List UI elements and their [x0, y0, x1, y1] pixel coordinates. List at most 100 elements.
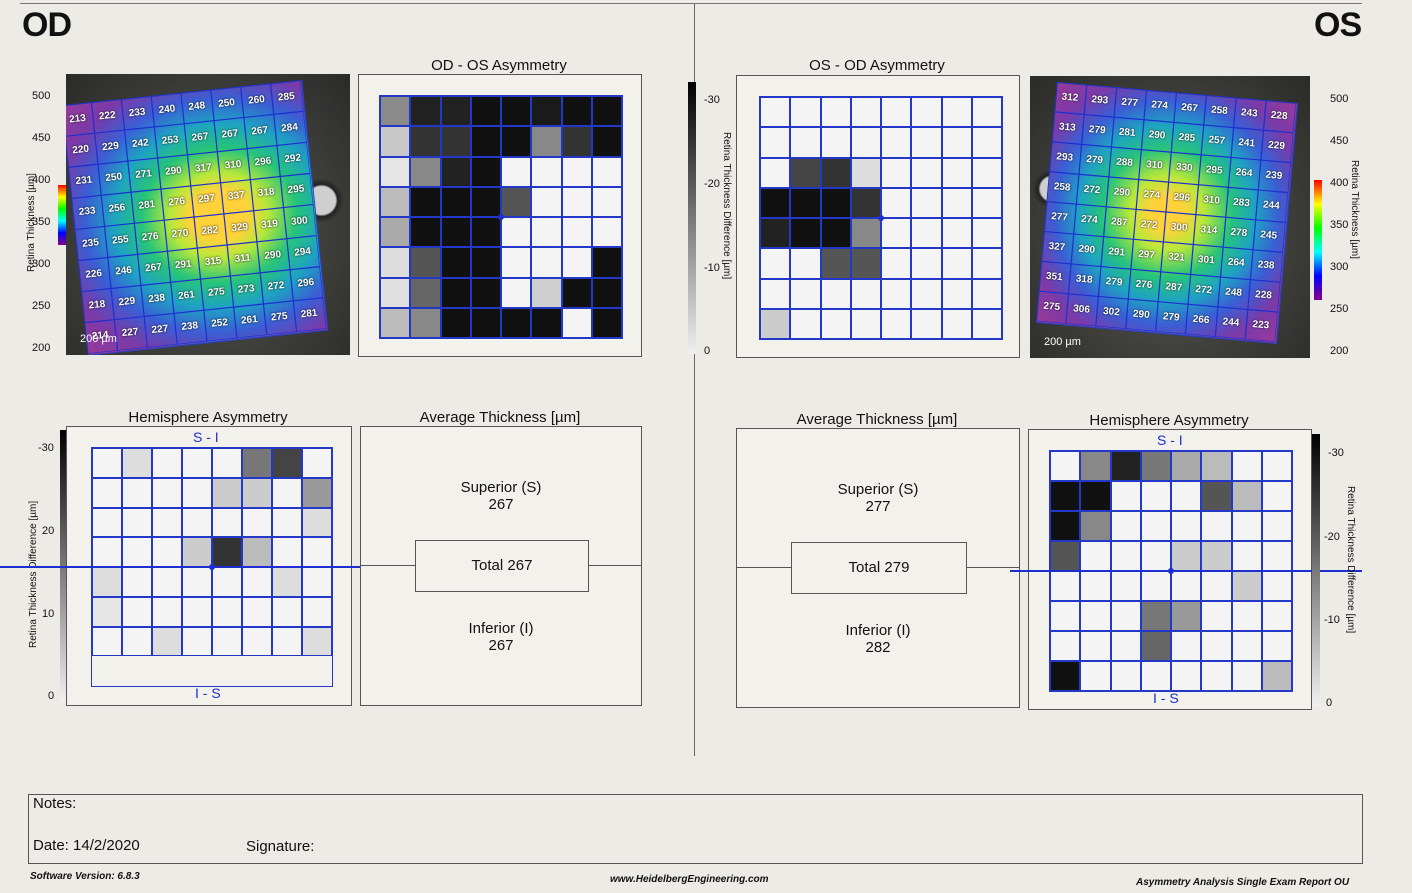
od-map-colorbar: [58, 185, 66, 245]
thickness-value: 253: [161, 134, 180, 147]
notes-box[interactable]: Notes: Date: 14/2/2020 Signature:: [28, 794, 1363, 864]
grid-cell: [591, 217, 622, 248]
grid-cell: [92, 507, 122, 538]
grid-cell: [971, 218, 1002, 249]
thickness-value: 239: [1265, 169, 1283, 182]
thickness-value: 291: [174, 258, 193, 272]
thickness-value: 319: [260, 217, 279, 231]
grid-cell: [1171, 601, 1202, 631]
grid-cell: [971, 97, 1002, 128]
thickness-value: 266: [1192, 313, 1210, 327]
grid-cell: [1140, 511, 1171, 541]
grid-cell: [212, 596, 242, 627]
thickness-value: 223: [1252, 318, 1270, 332]
grid-cell: [881, 127, 912, 158]
thickness-value: 258: [1210, 104, 1229, 117]
thickness-value: 310: [224, 158, 243, 172]
thickness-value: 258: [1053, 181, 1071, 194]
grid-cell: [941, 248, 972, 279]
thickness-value: 290: [1148, 129, 1166, 142]
scale-tick: 350: [1330, 219, 1349, 231]
thickness-value: 238: [1257, 259, 1275, 272]
thickness-value: 271: [134, 168, 153, 181]
grid-cell: [591, 247, 622, 278]
thickness-value: 290: [263, 249, 282, 262]
software-version: Software Version: 6.8.3: [30, 871, 140, 882]
grid-cell: [820, 308, 851, 339]
grid-cell: [212, 477, 242, 508]
grid-cell: [1050, 571, 1081, 601]
grid-cell: [820, 187, 851, 218]
grid-cell: [561, 96, 592, 127]
thickness-value: 297: [1137, 248, 1156, 262]
os-asym-tick: -20: [704, 178, 720, 190]
grid-cell: [182, 596, 212, 627]
thickness-value: 220: [71, 143, 90, 157]
grid-cell: [1050, 481, 1081, 511]
grid-cell: [591, 126, 622, 157]
os-hemi-tick: -10: [1324, 614, 1340, 626]
grid-cell: [1080, 481, 1111, 511]
grid-cell: [1201, 511, 1232, 541]
thickness-value: 327: [1048, 240, 1066, 254]
grid-cell: [591, 96, 622, 127]
grid-cell: [941, 97, 972, 128]
grid-cell: [561, 156, 592, 187]
grid-cell: [302, 567, 332, 597]
od-asymmetry-grid: [379, 95, 623, 339]
grid-cell: [410, 96, 441, 127]
thickness-value: 321: [1167, 251, 1186, 264]
od-hemi-axis-label: Retina Thickness Difference [µm]: [28, 500, 39, 648]
hemisphere-divider: [1010, 570, 1362, 572]
grid-cell: [1050, 601, 1081, 631]
os-map-grid: [1035, 81, 1297, 343]
os-eye-label: OS: [1314, 6, 1362, 44]
grid-cell: [971, 248, 1002, 279]
os-thickness-scale: 500 450 400 350 300 250 200: [1330, 93, 1354, 357]
grid-cell: [470, 247, 501, 278]
thickness-value: 310: [1202, 194, 1221, 207]
grid-cell: [212, 567, 242, 597]
thickness-value: 283: [1232, 196, 1251, 210]
grid-cell: [212, 626, 242, 657]
thickness-value: 290: [164, 165, 183, 178]
grid-cell: [1231, 601, 1262, 631]
grid-cell: [470, 96, 501, 127]
grid-cell: [531, 186, 562, 217]
od-hemisphere-grid: [0, 447, 372, 687]
thickness-value: 279: [1162, 311, 1180, 324]
od-asymmetry-title: OD - OS Asymmetry: [431, 57, 567, 74]
os-asymmetry-title: OS - OD Asymmetry: [809, 57, 945, 74]
grid-cell: [302, 596, 332, 627]
grid-cell: [182, 567, 212, 597]
grid-cell: [272, 507, 302, 538]
grid-cell: [1261, 511, 1292, 541]
od-hemi-bottom-label: I - S: [195, 685, 221, 701]
thickness-value: 295: [287, 183, 305, 197]
hemisphere-divider: [0, 566, 372, 568]
thickness-value: 275: [270, 311, 289, 324]
grid-cell: [1140, 481, 1171, 511]
fovea-marker: [1168, 568, 1174, 574]
grid-cell: [881, 278, 912, 309]
grid-cell: [272, 537, 302, 567]
grid-cell: [1050, 541, 1081, 571]
grid-cell: [501, 247, 532, 278]
grid-cell: [440, 156, 471, 187]
grid-cell: [531, 307, 562, 338]
footer-url[interactable]: www.HeidelbergEngineering.com: [610, 874, 769, 885]
scale-tick: 250: [32, 300, 51, 312]
os-thickness-values: 312 293 277 274 267 258 243 228 313 279 281 290 285 2…: [1036, 82, 1296, 342]
grid-cell: [911, 218, 942, 249]
thickness-value: 242: [131, 137, 150, 150]
grid-cell: [1080, 661, 1111, 691]
grid-cell: [591, 186, 622, 217]
grid-cell: [92, 626, 122, 657]
grid-cell: [881, 187, 912, 218]
grid-cell: [440, 126, 471, 157]
grid-cell: [122, 626, 152, 657]
thickness-value: 274: [1142, 188, 1161, 202]
thickness-value: 330: [1175, 161, 1194, 175]
thickness-value: 293: [1055, 151, 1074, 164]
thickness-value: 277: [1050, 211, 1069, 224]
